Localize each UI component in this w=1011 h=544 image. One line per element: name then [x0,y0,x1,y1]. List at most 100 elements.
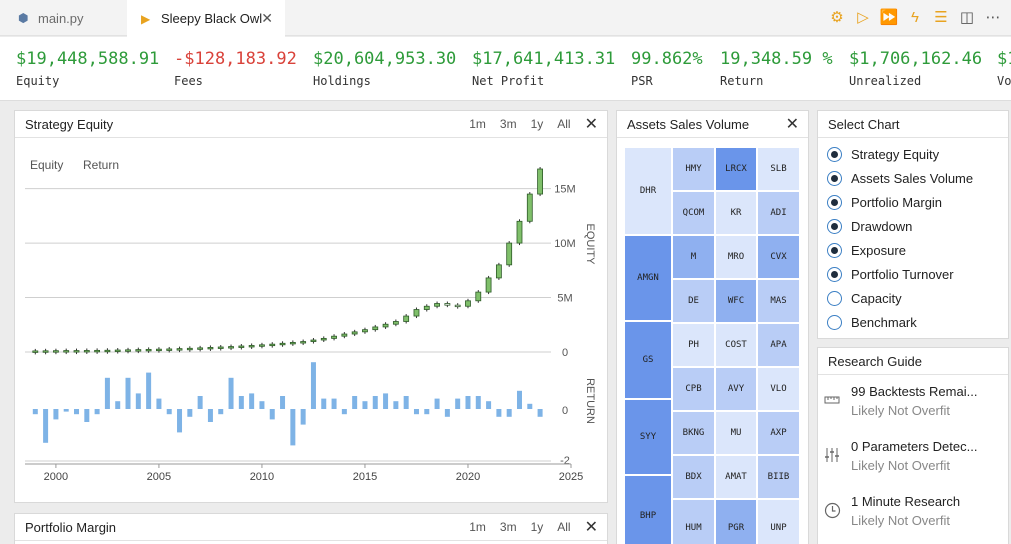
equity-candle [279,342,286,346]
treemap-cell-syy[interactable]: SYY [624,399,672,475]
range-1y-button[interactable]: 1y [530,117,544,131]
more-icon[interactable]: ⋯ [985,9,1001,26]
treemap-cell-mas[interactable]: MAS [757,279,800,323]
treemap-cell-bdx[interactable]: BDX [672,455,715,499]
treemap-cell-biib[interactable]: BIIB [757,455,800,499]
treemap-cell-bhp[interactable]: BHP [624,475,672,544]
return-bar [115,401,121,409]
return-bar [135,393,141,409]
treemap-cell-kr[interactable]: KR [715,191,757,235]
range-all-button[interactable]: All [557,117,571,131]
chart-option-portfolio-margin[interactable]: Portfolio Margin [827,195,942,210]
x-tick-label: 2010 [250,471,274,483]
treemap-cell-hum[interactable]: HUM [672,499,715,544]
equity-candle [372,326,379,331]
chart-option-portfolio-turnover[interactable]: Portfolio Turnover [827,267,954,282]
range-all-button[interactable]: All [557,520,571,534]
close-icon[interactable]: ✕ [584,519,598,536]
treemap-cell-dhr[interactable]: DHR [624,147,672,235]
treemap-cell-ph[interactable]: PH [672,323,715,367]
panel-header: Strategy Equity 1m 3m 1y All ✕ [15,111,607,138]
chart-option-drawdown[interactable]: Drawdown [827,219,912,234]
assets-sales-volume-panel: Assets Sales Volume ✕ DHR HMY LRCX SLB QCOM K… [616,110,809,544]
treemap-cell-de[interactable]: DE [672,279,715,323]
chart-option-capacity[interactable]: Capacity [827,291,902,306]
equity-candle [320,337,327,341]
x-tick-label: 2000 [44,471,68,483]
list-icon[interactable]: ☰ [934,9,948,26]
chart-option-assets-sales-volume[interactable]: Assets Sales Volume [827,171,973,186]
equity-candle [238,345,245,348]
treemap-cell-avy[interactable]: AVY [715,367,757,411]
settings-icon[interactable]: ⚙ [830,9,844,26]
return-bar [496,409,502,417]
return-bar [444,409,450,417]
lightning-icon[interactable]: ϟ [911,8,919,26]
radio-button[interactable] [827,291,842,306]
treemap-cell-qcom[interactable]: QCOM [672,191,715,235]
range-3m-button[interactable]: 3m [499,520,517,534]
close-icon[interactable]: ✕ [584,116,598,133]
treemap-cell-lrcx[interactable]: LRCX [715,147,757,191]
legend-return[interactable]: Return [83,158,120,172]
chart-option-strategy-equity[interactable]: Strategy Equity [827,147,939,162]
panel-header: Portfolio Margin 1m 3m 1y All ✕ [15,514,607,541]
return-bar [362,401,368,409]
return-bar [218,409,224,415]
treemap-cell-vlo[interactable]: VLO [757,367,800,411]
range-1y-button[interactable]: 1y [530,520,544,534]
equity-candle [259,344,265,347]
return-bar [537,409,543,417]
treemap-cell-axp[interactable]: AXP [757,411,800,455]
tab-main-py[interactable]: ⬢ main.py [0,0,127,36]
chart-option-benchmark[interactable]: Benchmark [827,315,917,330]
range-3m-button[interactable]: 3m [499,117,517,131]
treemap-cell-mu[interactable]: MU [715,411,757,455]
radio-button[interactable] [827,219,842,234]
tab-sleepy-black-owl[interactable]: ▶ Sleepy Black Owl ✕ [127,0,285,37]
equity-candle [135,349,142,352]
treemap-cell-pgr[interactable]: PGR [715,499,757,544]
treemap-cell-amat[interactable]: AMAT [715,455,757,499]
treemap-cell-bkng[interactable]: BKNG [672,411,715,455]
treemap-cell-m[interactable]: M [672,235,715,279]
fast-forward-icon[interactable]: ⏩ [879,9,899,26]
radio-button[interactable] [827,243,842,258]
split-view-icon[interactable]: ◫ [959,9,975,26]
treemap-cell-mro[interactable]: MRO [715,235,757,279]
equity-candle [362,329,368,333]
stat-label: Equity [16,74,60,88]
radio-button[interactable] [827,147,842,162]
treemap-cell-adi[interactable]: ADI [757,191,800,235]
return-bar [300,409,306,425]
equity-candle [53,350,59,353]
treemap-cell-slb[interactable]: SLB [757,147,800,191]
radio-button[interactable] [827,171,842,186]
close-icon[interactable]: ✕ [785,116,799,133]
return-bar [321,398,327,409]
treemap-cell-wfc[interactable]: WFC [715,279,757,323]
treemap-cell-cpb[interactable]: CPB [672,367,715,411]
guide-item-subtitle: Likely Not Overfit [851,403,950,418]
panel-title: Select Chart [828,116,900,132]
chart-option-exposure[interactable]: Exposure [827,243,906,258]
range-1m-button[interactable]: 1m [469,117,486,131]
run-icon[interactable]: ▷ [857,9,869,26]
treemap-cell-gs[interactable]: GS [624,321,672,399]
treemap-cell-unp[interactable]: UNP [757,499,800,544]
radio-button[interactable] [827,267,842,282]
legend-equity[interactable]: Equity [30,158,64,172]
radio-button[interactable] [827,195,842,210]
equity-candle [465,300,471,307]
treemap-cell-amgn[interactable]: AMGN [624,235,672,321]
treemap-cell-cvx[interactable]: CVX [757,235,800,279]
radio-button[interactable] [827,315,842,330]
research-guide-panel: Research Guide 99 Backtests Remai... Lik… [817,347,1009,544]
close-icon[interactable]: ✕ [261,10,273,26]
treemap-cell-apa[interactable]: APA [757,323,800,367]
treemap-cell-hmy[interactable]: HMY [672,147,715,191]
treemap-cell-cost[interactable]: COST [715,323,757,367]
range-1m-button[interactable]: 1m [469,520,486,534]
stat-return: 19,348.59 % Return [720,49,833,88]
return-bar [249,393,255,409]
